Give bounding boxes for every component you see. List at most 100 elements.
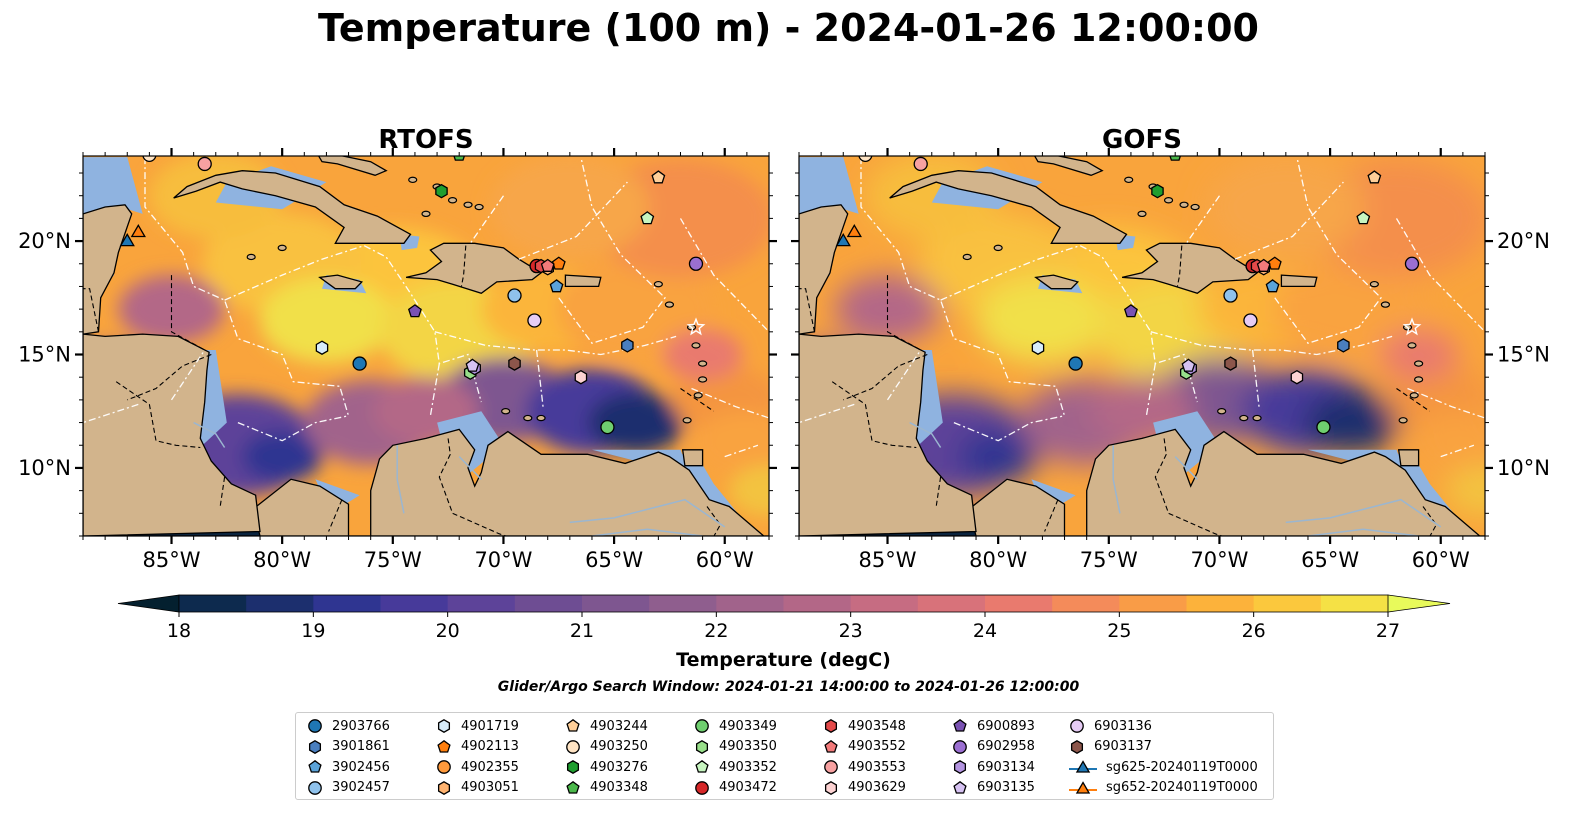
colorbar-tick-label: 23 [839,620,863,642]
legend-marker-icon [824,760,838,775]
float-marker-4902113 [551,256,566,270]
legend-circle-icon [953,739,967,754]
legend-label: 6900893 [977,718,1035,734]
star-icon [1402,317,1422,336]
country-border [1176,245,1183,287]
island [691,342,701,349]
country-border [1154,438,1224,536]
map-panel-gofs: GOFS 85°W 80°W 75°W 70°W 65°W 60°W 10°N 15°N 20°N [791,125,1550,572]
star-icon [686,317,706,336]
float-marker-4903348 [1169,156,1182,161]
float-marker-6902958 [1404,256,1420,271]
legend-pentagon-icon [953,780,967,794]
x-tick-label: 65°W [585,548,643,572]
x-tick-label: 65°W [1301,548,1359,572]
float-marker-6903136 [527,313,542,328]
float-marker-3901861 [1337,338,1350,353]
float-marker-4903352 [640,211,655,225]
legend-label: 3901861 [332,739,390,755]
country-border [886,275,921,351]
island [447,197,458,204]
float-marker-6902958 [688,256,704,271]
island [1137,210,1147,218]
island [653,280,663,288]
float-marker-4903250 [142,156,157,163]
legend-item-sg652-20240119T0000: sg652-20240119T0000 [1068,778,1258,799]
colorbar-extend-low [117,594,180,613]
river [1285,498,1442,528]
eez-boundary [518,181,628,260]
float-marker-4903349 [1316,419,1331,435]
legend-item-3902456: 3902456 [306,757,390,778]
float-marker-6903136 [1243,313,1258,328]
legend-circle-icon [824,760,838,775]
legend-column: 6903136 6903137 sg625-20240119T0000 sg652-2… [1068,716,1258,798]
legend-item-6903137: 6903137 [1068,737,1258,758]
country-border [83,288,100,332]
y-tick-label: 15°N [1497,343,1550,367]
legend-hexagon-icon [824,719,838,734]
y-tick-label: 10°N [18,456,71,480]
eez-boundary [1407,387,1485,419]
y-tick-label: 20°N [1497,229,1550,253]
legend-marker-icon [695,780,709,795]
country-border [170,275,205,351]
x-tick-label: 80°W [253,548,311,572]
land-yucatan [799,204,849,335]
legend-label: 4903348 [590,780,648,796]
legend-column: 4903349 4903350 4903352 4903472 [693,716,777,798]
legend-marker-icon [437,719,451,734]
legend-item-2903766: 2903766 [306,716,390,737]
eez-boundary [83,403,139,424]
float-marker-6903135 [465,358,480,372]
legend-marker-icon [824,739,838,753]
legend-item-sg625-20240119T0000: sg625-20240119T0000 [1068,757,1258,778]
float-marker-4903552 [540,258,555,272]
float-marker-4901719 [1031,340,1045,355]
float-marker-6903135 [1181,358,1196,372]
colorbar-segment [582,595,650,612]
colorbar-tick-label: 26 [1242,620,1266,642]
island [501,408,511,415]
island [698,376,708,383]
country-border [935,476,942,507]
float-marker-3901861 [621,338,634,353]
eez-boundary [691,387,769,419]
float-marker-4901719 [315,340,329,355]
river [396,445,405,514]
island [1409,392,1419,399]
eez-boundary [724,444,759,458]
land-trinidad [681,449,704,467]
float-marker-4903250 [858,156,873,163]
legend-circle-icon [308,719,322,734]
legend-hexagon-icon [566,760,580,775]
legend-item-4903548: 4903548 [822,716,906,737]
colorbar-segment [850,595,919,612]
legend-item-6903136: 6903136 [1068,716,1258,737]
island [1239,414,1249,422]
legend-item-3902457: 3902457 [306,778,390,799]
x-tick-label: 60°W [696,548,754,572]
colorbar-extend-high [1387,594,1451,613]
glider-marker-sg625-20240119T0000 [835,233,851,247]
legend-item-4903276: 4903276 [564,757,648,778]
colorbar-segment [1052,595,1120,612]
float-marker-6900893 [407,304,422,318]
country-border [115,381,201,449]
glider-marker-sg652-20240119T0000 [130,223,146,238]
legend-label: 3902456 [332,759,390,775]
island [246,253,256,261]
legend-marker-icon [1070,719,1084,734]
float-marker-4903276 [1151,183,1164,199]
island [474,203,484,211]
eez-boundary [679,218,769,333]
colorbar-segment [514,595,583,612]
island [1217,408,1227,415]
legend-item-4902355: 4902355 [435,757,519,778]
x-tick-label: 60°W [1412,548,1470,572]
eez-boundary [224,244,482,403]
country-border [1422,506,1437,536]
legend-label: sg625-20240119T0000 [1106,759,1258,775]
glider-marker-sg625-20240119T0000 [119,233,135,247]
legend-marker-icon [953,739,967,754]
